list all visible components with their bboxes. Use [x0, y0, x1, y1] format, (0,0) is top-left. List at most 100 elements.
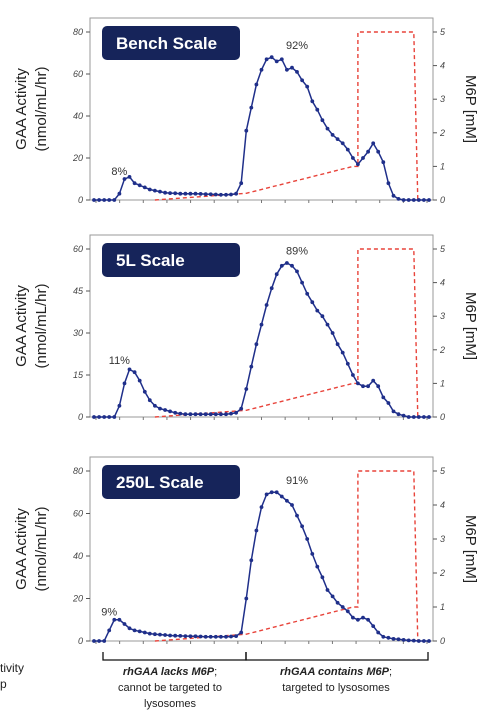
left-tick-label: 20	[72, 594, 83, 604]
activity-point	[264, 492, 269, 497]
activity-point	[310, 552, 315, 556]
activity-point	[127, 626, 132, 631]
activity-point	[406, 638, 411, 643]
activity-point	[264, 303, 269, 307]
activity-point	[381, 395, 386, 400]
right-tick-label: 5	[440, 244, 446, 254]
activity-point	[183, 634, 188, 638]
activity-point	[345, 361, 350, 366]
activity-point	[153, 632, 157, 637]
activity-point	[274, 59, 279, 64]
activity-point	[249, 364, 254, 369]
activity-point	[386, 401, 391, 405]
activity-point	[208, 634, 213, 639]
activity-point	[239, 630, 244, 635]
activity-point	[330, 331, 335, 335]
activity-point	[259, 67, 264, 72]
right-tick-label: 1	[440, 378, 445, 388]
left-tick-label: 60	[73, 509, 83, 519]
activity-point	[219, 412, 223, 417]
activity-point	[92, 198, 96, 202]
activity-point	[97, 639, 101, 643]
activity-point	[406, 198, 411, 202]
activity-point	[305, 84, 310, 89]
activity-point	[396, 197, 401, 201]
activity-point	[396, 637, 401, 642]
activity-point	[239, 181, 244, 186]
activity-point	[422, 198, 426, 202]
right-bracket	[245, 652, 429, 661]
activity-point	[366, 617, 370, 622]
left-tick-label: 60	[73, 69, 83, 79]
activity-point	[178, 191, 183, 196]
activity-point	[97, 415, 101, 419]
activity-point	[351, 615, 355, 620]
activity-point	[244, 128, 249, 133]
activity-point	[411, 415, 416, 419]
activity-point	[198, 192, 203, 196]
activity-point	[254, 528, 259, 533]
activity-point	[219, 192, 223, 197]
left-axis-title-line2: (nmol/mL/hr)	[33, 506, 50, 591]
right-axis-title: M6P [mM]	[462, 75, 479, 143]
activity-point	[137, 378, 142, 383]
left-tick-label: 30	[73, 328, 83, 338]
left-tick-label: 80	[73, 466, 83, 476]
activity-point	[158, 632, 162, 637]
activity-point	[325, 322, 330, 327]
left-axis-title-line2: (nmol/mL/hr)	[33, 66, 50, 151]
activity-point	[310, 300, 315, 305]
activity-point	[361, 615, 365, 620]
activity-point	[422, 415, 426, 419]
activity-point	[371, 624, 376, 628]
activity-point	[391, 409, 396, 414]
activity-point	[330, 133, 335, 137]
activity-point	[183, 191, 188, 196]
activity-point	[137, 629, 142, 634]
activity-point	[173, 410, 178, 415]
activity-point	[274, 490, 279, 495]
activity-point	[345, 147, 350, 152]
right-tick-label: 1	[440, 161, 445, 171]
activity-point	[168, 191, 173, 196]
activity-point	[168, 409, 173, 414]
activity-point	[244, 596, 249, 601]
activity-point	[213, 634, 218, 639]
cropped-label-line2: p	[0, 677, 7, 691]
activity-point	[315, 308, 320, 313]
scale-badge-label: 250L Scale	[116, 473, 204, 492]
right-axis-title: M6P [mM]	[462, 292, 479, 360]
right-tick-label: 2	[439, 345, 445, 355]
percent-annotation: 8%	[111, 166, 127, 178]
activity-point	[290, 263, 294, 268]
right-tick-label: 2	[439, 568, 445, 578]
activity-point	[158, 189, 162, 194]
right-tick-label: 5	[440, 466, 446, 476]
left-note-line1: rhGAA lacks M6P;	[123, 666, 217, 678]
right-tick-label: 4	[440, 278, 445, 288]
activity-point	[315, 107, 320, 112]
activity-point	[127, 175, 132, 179]
activity-point	[411, 638, 416, 643]
left-tick-label: 40	[73, 551, 83, 561]
activity-point	[320, 314, 325, 319]
activity-point	[188, 634, 193, 639]
activity-point	[386, 181, 391, 186]
activity-point	[112, 415, 117, 419]
panel-1: 0 20 40 60 80 0 1 2 3 4 5 8% 92% Bench Scale GAA Activ…	[13, 17, 479, 205]
activity-point	[376, 384, 381, 389]
left-tick-label: 0	[78, 412, 83, 422]
percent-annotation: 11%	[109, 355, 130, 367]
activity-point	[335, 600, 340, 605]
activity-point	[234, 191, 239, 196]
m6p-line	[154, 470, 419, 642]
left-tick-label: 60	[73, 244, 83, 254]
right-tick-label: 3	[440, 534, 445, 544]
activity-point	[163, 190, 168, 195]
activity-point	[310, 99, 315, 104]
activity-point	[107, 198, 112, 202]
left-axis-title-line2: (nmol/mL/hr)	[33, 283, 50, 368]
activity-point	[193, 412, 198, 417]
